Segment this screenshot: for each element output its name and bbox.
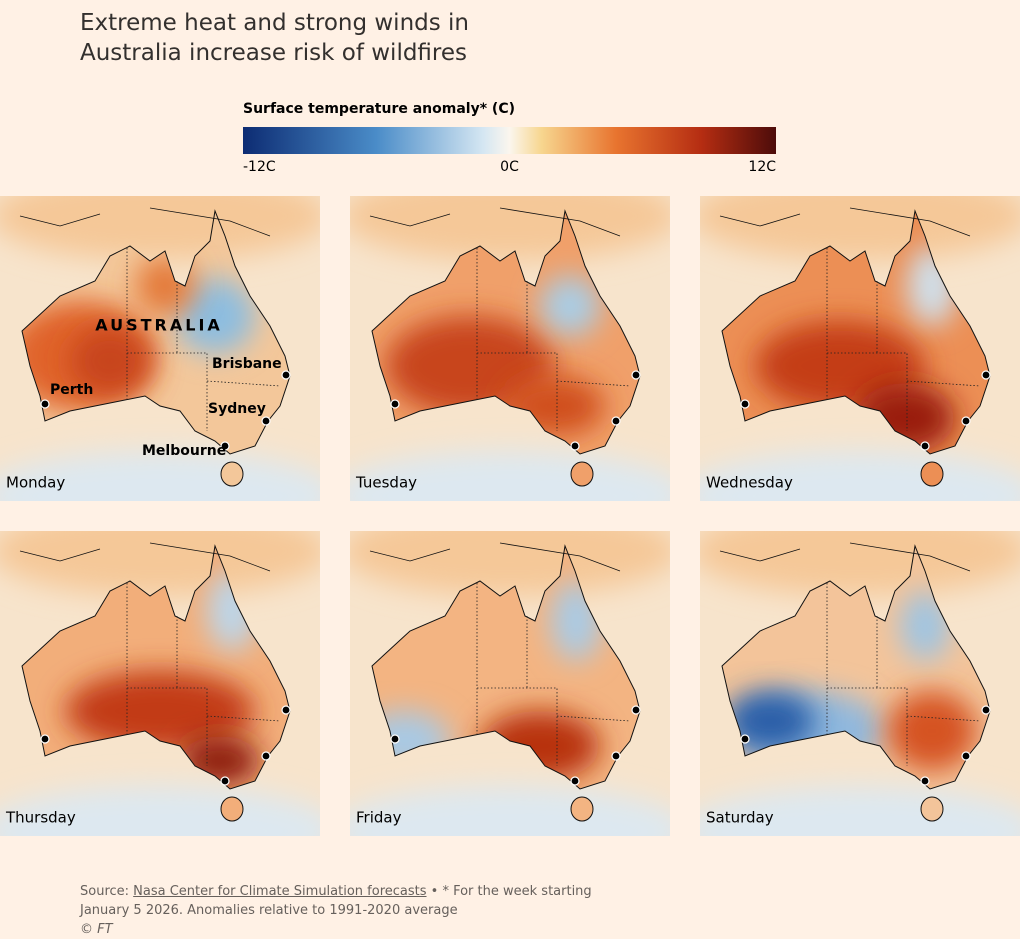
ocean-anomaly (350, 786, 670, 836)
country-label: AUSTRALIA (95, 316, 223, 335)
tasmania (220, 461, 244, 487)
tasmania (570, 461, 594, 487)
panel-label: Friday (356, 809, 402, 827)
city-dot (220, 441, 230, 451)
ocean-anomaly (700, 786, 1020, 836)
ocean-anomaly (0, 786, 320, 836)
heat-blob (175, 278, 255, 354)
coastline (371, 544, 641, 790)
city-dot (981, 370, 991, 380)
ocean-anomaly (700, 451, 1020, 501)
heat-blob (65, 671, 255, 751)
heat-blob (900, 591, 950, 661)
city-dot (261, 751, 271, 761)
legend-tick-label: 12C (748, 159, 776, 175)
islands (369, 542, 621, 572)
city-dot (261, 416, 271, 426)
city-label: Perth (50, 382, 93, 398)
map-panel: Saturday (700, 531, 1020, 836)
color-scale (243, 127, 776, 154)
tasmania (220, 796, 244, 822)
city-dot (611, 416, 621, 426)
city-dot (390, 399, 400, 409)
city-dot (740, 399, 750, 409)
tasmania (920, 461, 944, 487)
map-panel: Friday (350, 531, 670, 836)
panel-label: Saturday (706, 809, 774, 827)
legend-title: Surface temperature anomaly* (C) (243, 101, 515, 117)
map-graphic: Surface temperature anomaly* (C) -12C 0C 1… (0, 101, 1020, 836)
panel-label: Wednesday (706, 474, 793, 492)
ocean-anomaly (350, 451, 670, 501)
city-dot (40, 734, 50, 744)
city-dot (740, 734, 750, 744)
panel-label: Tuesday (355, 474, 417, 492)
city-dot (570, 441, 580, 451)
islands (719, 542, 971, 572)
title: Extreme heat and strong winds in Austral… (80, 10, 470, 66)
city-dot (920, 776, 930, 786)
coastline (721, 544, 991, 790)
city-dot (961, 416, 971, 426)
ocean-anomaly (350, 196, 670, 261)
city-dot (570, 776, 580, 786)
heat-blob (70, 326, 150, 396)
legend-tick-label: -12C (243, 159, 276, 175)
city-label: Sydney (208, 401, 266, 417)
map-panel: Monday AUSTRALIA Perth Brisbane Sydney Melbou… (0, 196, 320, 501)
ocean-anomaly (0, 451, 320, 501)
city-dot (631, 705, 641, 715)
city-dot (390, 734, 400, 744)
map-panel: Tuesday (350, 196, 670, 501)
city-label: Brisbane (212, 356, 282, 372)
ocean-anomaly (700, 531, 1020, 596)
coastline (371, 209, 641, 455)
city-dot (961, 751, 971, 761)
city-dot (281, 705, 291, 715)
copyright: © FT (80, 922, 113, 937)
note: • * For the week starting January 5 2026… (80, 884, 592, 918)
ocean-anomaly (700, 196, 1020, 261)
ocean-anomaly (0, 196, 320, 261)
tasmania (920, 796, 944, 822)
coastline (721, 209, 991, 455)
ocean-anomaly (350, 531, 670, 596)
heat-blob (887, 691, 977, 771)
city-dot (981, 705, 991, 715)
city-dot (281, 370, 291, 380)
city-dot (611, 751, 621, 761)
city-dot (920, 441, 930, 451)
islands (719, 207, 971, 237)
city-label: Melbourne (142, 443, 226, 459)
tasmania (570, 796, 594, 822)
legend-tick-label: 0C (500, 159, 519, 175)
islands (19, 542, 271, 572)
source-link[interactable]: Nasa Center for Climate Simulation forec… (133, 884, 427, 899)
city-dot (220, 776, 230, 786)
city-dot (631, 370, 641, 380)
coastline (21, 209, 291, 455)
map-panel: Wednesday (700, 196, 1020, 501)
heat-blob (540, 276, 600, 336)
panel-label: Thursday (5, 809, 76, 827)
footer: Source: Nasa Center for Climate Simulati… (80, 882, 640, 939)
panel-label: Monday (6, 474, 65, 492)
city-dot (40, 399, 50, 409)
source-label: Source: (80, 884, 130, 899)
ocean-anomaly (0, 531, 320, 596)
map-panel: Thursday (0, 531, 320, 836)
islands (19, 207, 271, 237)
coastline (21, 544, 291, 790)
islands (369, 207, 621, 237)
